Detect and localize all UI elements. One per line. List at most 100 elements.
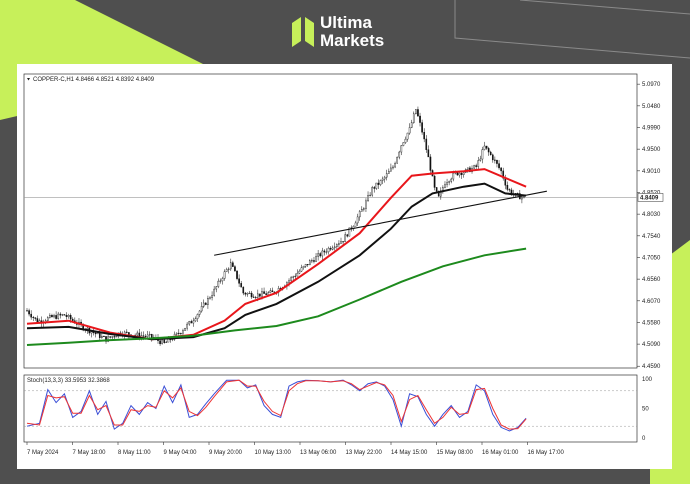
x-tick-label: 13 May 06:00 bbox=[300, 450, 337, 456]
candle-body bbox=[344, 234, 346, 242]
candle-body bbox=[450, 178, 453, 182]
candle-body bbox=[215, 286, 218, 290]
price-chart[interactable]: 5.09705.04804.99904.95004.90104.85204.80… bbox=[17, 64, 672, 469]
y-tick-label: 4.5580 bbox=[642, 320, 661, 326]
candle-body bbox=[271, 290, 274, 293]
x-tick-label: 7 May 18:00 bbox=[73, 450, 107, 456]
candle-body bbox=[109, 336, 112, 338]
x-tick-label: 8 May 11:00 bbox=[118, 450, 151, 456]
candle-body bbox=[248, 292, 251, 294]
candle-body bbox=[49, 315, 51, 318]
candle-body bbox=[481, 149, 484, 160]
x-tick-label: 16 May 17:00 bbox=[528, 450, 565, 456]
brand-name: Ultima Markets bbox=[320, 14, 384, 50]
candle-body bbox=[242, 286, 245, 294]
chart-menu-icon bbox=[27, 78, 30, 81]
x-tick-label: 16 May 01:00 bbox=[482, 450, 519, 456]
candle-body bbox=[412, 113, 415, 123]
candle-body bbox=[298, 270, 301, 274]
candle-body bbox=[113, 336, 116, 338]
candle-body bbox=[103, 336, 105, 338]
main-plot-frame bbox=[23, 73, 638, 369]
candle-body bbox=[327, 247, 330, 253]
candle-body bbox=[419, 115, 421, 123]
ma-mid-line bbox=[26, 182, 527, 341]
candle-body bbox=[435, 187, 438, 192]
y-tick-label: 4.7540 bbox=[642, 234, 661, 240]
y-tick-label: 4.5090 bbox=[642, 342, 661, 348]
candle-body bbox=[421, 122, 423, 133]
candle-body bbox=[128, 332, 130, 335]
candle-body bbox=[487, 148, 490, 153]
candle-body bbox=[55, 315, 57, 319]
candles-group bbox=[26, 106, 525, 346]
candle-body bbox=[238, 278, 240, 284]
candle-body bbox=[462, 172, 465, 175]
candle-body bbox=[254, 297, 257, 299]
candle-body bbox=[467, 167, 469, 170]
candle-body bbox=[98, 332, 101, 338]
candle-body bbox=[521, 196, 523, 200]
candle-body bbox=[142, 335, 145, 337]
candle-body bbox=[452, 172, 455, 180]
candle-body bbox=[217, 280, 220, 287]
candle-body bbox=[263, 291, 265, 294]
stoch-plot-frame bbox=[23, 374, 638, 443]
price-label-box bbox=[637, 193, 664, 202]
candle-body bbox=[171, 339, 174, 341]
stoch-tick-label: 100 bbox=[642, 377, 653, 383]
candle-body bbox=[244, 292, 247, 295]
candle-body bbox=[381, 178, 384, 181]
candle-body bbox=[446, 182, 448, 185]
x-tick-label: 14 May 15:00 bbox=[391, 450, 428, 456]
candle-body bbox=[485, 145, 488, 149]
candle-body bbox=[304, 264, 307, 267]
x-tick-label: 9 May 04:00 bbox=[164, 450, 198, 456]
candle-body bbox=[61, 314, 64, 316]
candle-body bbox=[32, 316, 35, 318]
candle-body bbox=[26, 310, 28, 312]
candle-body bbox=[267, 292, 270, 295]
candle-body bbox=[404, 138, 407, 143]
candle-body bbox=[46, 317, 49, 321]
candle-body bbox=[65, 315, 68, 317]
candle-body bbox=[371, 187, 374, 196]
candle-body bbox=[290, 277, 292, 281]
candle-body bbox=[288, 280, 290, 283]
candle-body bbox=[313, 260, 315, 262]
candle-body bbox=[394, 162, 396, 168]
candle-body bbox=[105, 336, 107, 342]
y-tick-label: 4.9500 bbox=[642, 147, 661, 153]
x-tick-label: 9 May 20:00 bbox=[209, 450, 243, 456]
y-tick-label: 5.0970 bbox=[642, 82, 661, 88]
candle-body bbox=[410, 122, 413, 128]
candle-body bbox=[496, 160, 498, 164]
candle-body bbox=[479, 158, 482, 161]
candle-body bbox=[28, 310, 30, 315]
y-tick-label: 4.6560 bbox=[642, 277, 661, 283]
ma-slow-line bbox=[26, 247, 527, 346]
candle-body bbox=[498, 163, 500, 169]
x-tick-label: 15 May 08:00 bbox=[437, 450, 474, 456]
candle-body bbox=[491, 154, 494, 161]
candle-body bbox=[180, 333, 182, 335]
x-tick-label: 7 May 2024 bbox=[27, 450, 59, 456]
candle-body bbox=[379, 180, 382, 185]
candle-body bbox=[186, 323, 188, 329]
candle-body bbox=[232, 262, 234, 267]
candle-body bbox=[296, 272, 299, 277]
candle-body bbox=[150, 333, 153, 338]
stoch-title: Stoch(13,3,3) 33.5953 32.3868 bbox=[27, 378, 110, 384]
candle-body bbox=[69, 315, 72, 320]
candle-body bbox=[182, 330, 184, 334]
candle-body bbox=[227, 268, 230, 270]
candle-body bbox=[252, 296, 255, 298]
candle-body bbox=[323, 250, 326, 253]
candle-body bbox=[234, 266, 236, 272]
candle-body bbox=[229, 262, 232, 270]
candle-body bbox=[423, 132, 426, 140]
candle-body bbox=[504, 178, 507, 186]
candle-body bbox=[94, 332, 97, 335]
candle-body bbox=[269, 290, 272, 293]
candle-body bbox=[444, 184, 446, 188]
